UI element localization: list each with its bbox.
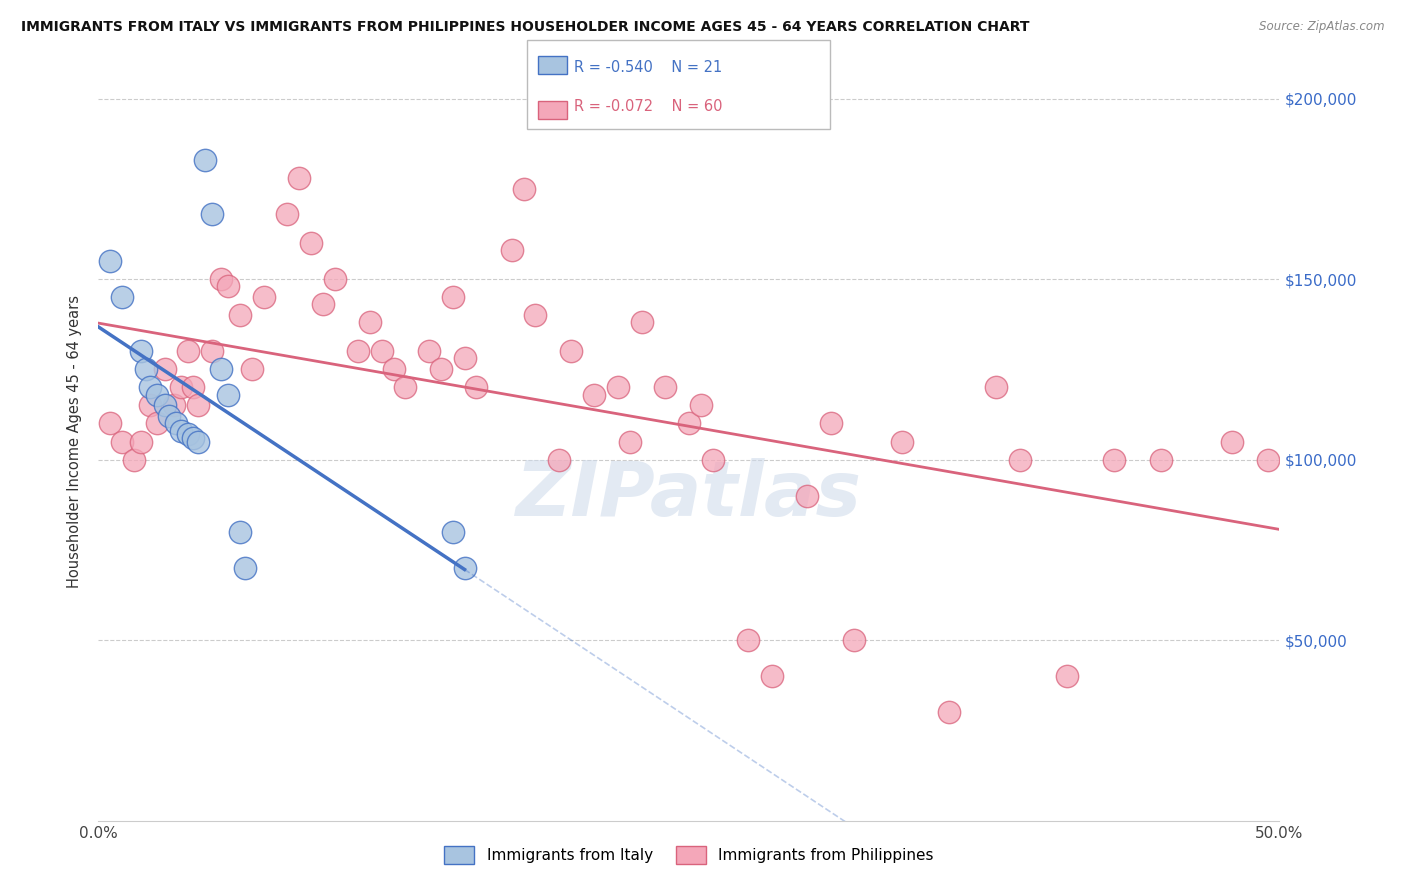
Point xyxy=(146,387,169,401)
Point xyxy=(453,351,475,366)
Point xyxy=(276,207,298,221)
Point xyxy=(187,434,209,449)
Point xyxy=(844,633,866,648)
Point xyxy=(619,434,641,449)
Point xyxy=(1220,434,1243,449)
Point xyxy=(984,380,1007,394)
Point xyxy=(890,434,912,449)
Point xyxy=(229,524,252,539)
Point xyxy=(418,344,440,359)
Point xyxy=(201,207,224,221)
Point xyxy=(170,380,193,394)
Point xyxy=(111,290,134,304)
Point xyxy=(524,308,547,322)
Point xyxy=(111,434,134,449)
Point xyxy=(170,424,193,438)
Text: R = -0.540    N = 21: R = -0.540 N = 21 xyxy=(574,60,721,75)
Text: IMMIGRANTS FROM ITALY VS IMMIGRANTS FROM PHILIPPINES HOUSEHOLDER INCOME AGES 45 : IMMIGRANTS FROM ITALY VS IMMIGRANTS FROM… xyxy=(21,20,1029,34)
Point xyxy=(165,417,187,431)
Point xyxy=(299,235,322,250)
Point xyxy=(607,380,630,394)
Point xyxy=(512,182,534,196)
Point xyxy=(737,633,759,648)
Point xyxy=(583,387,606,401)
Text: ZIPatlas: ZIPatlas xyxy=(516,458,862,532)
Point xyxy=(441,524,464,539)
Point xyxy=(796,489,818,503)
Point xyxy=(654,380,676,394)
Point xyxy=(163,399,186,413)
Point xyxy=(501,243,523,257)
Point xyxy=(630,315,652,329)
Point xyxy=(820,417,842,431)
Point xyxy=(240,362,263,376)
Point xyxy=(217,279,239,293)
Point xyxy=(129,434,152,449)
Point xyxy=(312,297,335,311)
Point xyxy=(371,344,394,359)
Point xyxy=(233,561,256,575)
Point xyxy=(177,344,200,359)
Point xyxy=(135,362,157,376)
Point xyxy=(465,380,488,394)
Point xyxy=(560,344,582,359)
Point xyxy=(382,362,405,376)
Y-axis label: Householder Income Ages 45 - 64 years: Householder Income Ages 45 - 64 years xyxy=(67,295,83,588)
Point xyxy=(1008,452,1031,467)
Point xyxy=(1102,452,1125,467)
Point xyxy=(394,380,416,394)
Text: R = -0.072    N = 60: R = -0.072 N = 60 xyxy=(574,99,723,114)
Point xyxy=(98,417,121,431)
Point xyxy=(938,706,960,720)
Point xyxy=(153,362,176,376)
Point xyxy=(1257,452,1279,467)
Point xyxy=(548,452,571,467)
Point xyxy=(430,362,453,376)
Point xyxy=(689,399,711,413)
Point xyxy=(139,399,162,413)
Point xyxy=(201,344,224,359)
Text: Source: ZipAtlas.com: Source: ZipAtlas.com xyxy=(1260,20,1385,33)
Point xyxy=(217,387,239,401)
Point xyxy=(323,272,346,286)
Point xyxy=(702,452,724,467)
Point xyxy=(678,417,700,431)
Point xyxy=(153,399,176,413)
Point xyxy=(441,290,464,304)
Point xyxy=(139,380,162,394)
Point xyxy=(1150,452,1173,467)
Point xyxy=(194,153,217,167)
Point xyxy=(209,362,232,376)
Point xyxy=(347,344,370,359)
Point xyxy=(181,380,204,394)
Point xyxy=(453,561,475,575)
Legend: Immigrants from Italy, Immigrants from Philippines: Immigrants from Italy, Immigrants from P… xyxy=(437,840,941,870)
Point xyxy=(1056,669,1078,683)
Point xyxy=(157,409,180,424)
Point xyxy=(209,272,232,286)
Point xyxy=(177,427,200,442)
Point xyxy=(229,308,252,322)
Point xyxy=(288,171,311,186)
Point xyxy=(253,290,276,304)
Point xyxy=(761,669,783,683)
Point xyxy=(187,399,209,413)
Point xyxy=(129,344,152,359)
Point xyxy=(146,417,169,431)
Point xyxy=(98,254,121,268)
Point xyxy=(181,431,204,445)
Point xyxy=(359,315,381,329)
Point xyxy=(122,452,145,467)
